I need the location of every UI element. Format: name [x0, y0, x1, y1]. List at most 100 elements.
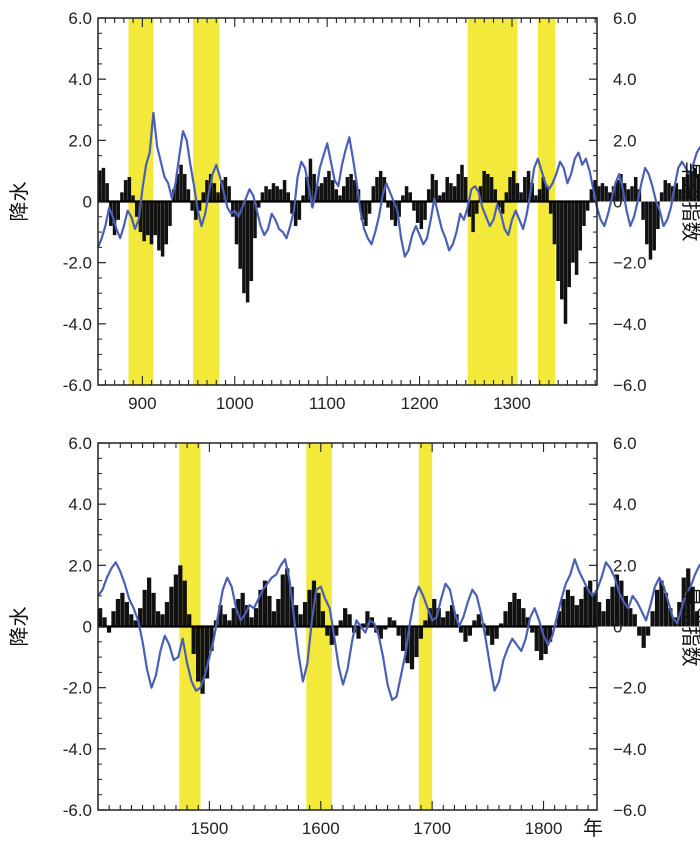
precip-bar	[397, 201, 401, 217]
y-tick-label-left: -4.0	[63, 315, 92, 334]
precip-bar	[249, 617, 254, 627]
precip-bar	[120, 192, 124, 202]
precip-bar	[341, 186, 346, 202]
precip-bar	[267, 595, 272, 627]
precip-bar	[508, 177, 512, 202]
precip-bar	[486, 173, 490, 202]
y-tick-label-left: 4.0	[68, 70, 92, 89]
precip-bar	[131, 195, 135, 202]
precip-bar	[308, 158, 313, 202]
x-axis-title: 年	[583, 816, 603, 840]
precip-bar	[258, 589, 263, 627]
precip-bar	[585, 201, 590, 211]
x-tick-label: 1600	[302, 819, 340, 838]
precip-bar	[105, 183, 109, 202]
precip-bar	[302, 602, 308, 627]
precip-bar	[197, 201, 202, 211]
bottom-panel: 6.0 6.0 4.0 4.0 2.0 2.0 0 0 -2.0 −2.0 -4.0 −4.0 -6.0…	[7, 434, 700, 840]
precip-bar	[408, 192, 413, 202]
precip-bar	[196, 626, 201, 682]
precip-bar	[120, 592, 125, 627]
y-tick-label-right: −4.0	[613, 740, 647, 759]
precip-bar	[476, 614, 481, 627]
precip-bar	[663, 592, 669, 627]
precip-bar	[482, 170, 486, 202]
precip-bar	[552, 201, 557, 245]
precip-bar	[641, 626, 646, 648]
precip-bar	[327, 170, 331, 202]
precip-bar	[293, 201, 298, 226]
precip-bar	[497, 201, 501, 208]
precip-bar	[498, 623, 504, 627]
precip-bar	[619, 580, 624, 627]
y-tick-label-left: 0	[83, 193, 92, 212]
precip-bar	[678, 189, 682, 202]
precip-bar	[268, 189, 272, 202]
precip-bar	[659, 192, 664, 202]
precip-bar	[605, 598, 611, 627]
precip-bar	[390, 201, 394, 220]
precip-bar	[570, 595, 575, 627]
precip-bar	[360, 201, 364, 220]
precip-bar	[561, 598, 566, 627]
y-tick-label-right: 2.0	[613, 556, 637, 575]
precip-bar	[329, 626, 334, 645]
y-tick-label-left: 2.0	[68, 131, 92, 150]
precip-bar	[222, 614, 227, 627]
precip-bar	[452, 186, 457, 202]
x-tick-label: 900	[128, 394, 156, 413]
precip-bar	[227, 186, 231, 202]
precip-bar	[534, 195, 538, 202]
precip-bar	[116, 201, 120, 220]
precip-bar	[646, 626, 651, 636]
precip-bar	[409, 626, 415, 670]
precip-bar	[667, 183, 671, 202]
precip-bar	[693, 167, 697, 202]
y-tick-label-left: -2.0	[63, 679, 92, 698]
precip-bar	[415, 201, 420, 223]
precip-bar	[632, 614, 637, 627]
precip-bar	[201, 192, 206, 202]
precip-bar	[449, 183, 453, 202]
precip-bar	[123, 180, 128, 202]
precip-bar	[124, 602, 129, 627]
precip-bar	[262, 580, 268, 627]
precip-bar	[537, 189, 542, 202]
precip-bar	[458, 626, 464, 633]
precip-bar	[689, 170, 693, 202]
y-tick-label-right: 0	[613, 618, 622, 637]
precip-bar	[319, 183, 324, 202]
x-tick-label: 1800	[525, 819, 563, 838]
precip-bar	[478, 186, 483, 202]
precip-bar	[345, 177, 350, 202]
precip-bar	[608, 192, 612, 202]
precip-bar	[142, 589, 147, 627]
precip-bar	[371, 186, 376, 202]
precip-bar	[360, 623, 366, 627]
precip-bar	[525, 617, 530, 627]
precip-bar	[645, 201, 649, 245]
precip-bar	[565, 589, 571, 627]
precip-bar	[260, 192, 265, 202]
precip-bar	[219, 180, 224, 202]
precip-bar	[560, 201, 564, 300]
precip-bar	[191, 626, 196, 655]
precip-bar	[574, 201, 579, 275]
precip-bar	[592, 592, 597, 627]
precip-bar	[485, 626, 490, 636]
precip-bar	[194, 201, 198, 220]
precip-bar	[200, 626, 205, 694]
precip-bar	[494, 626, 499, 639]
precip-bar	[375, 177, 379, 202]
y-tick-label-left: 2.0	[68, 556, 92, 575]
precip-bar	[297, 201, 302, 220]
y-tick-label-left: 6.0	[68, 434, 92, 453]
y-tick-label-left: -2.0	[63, 254, 92, 273]
precip-bar	[516, 598, 522, 627]
precip-bar	[471, 201, 475, 233]
precip-bar	[168, 201, 172, 226]
precip-bar	[101, 167, 106, 202]
precip-bar	[619, 173, 623, 202]
precip-bar	[153, 201, 157, 236]
